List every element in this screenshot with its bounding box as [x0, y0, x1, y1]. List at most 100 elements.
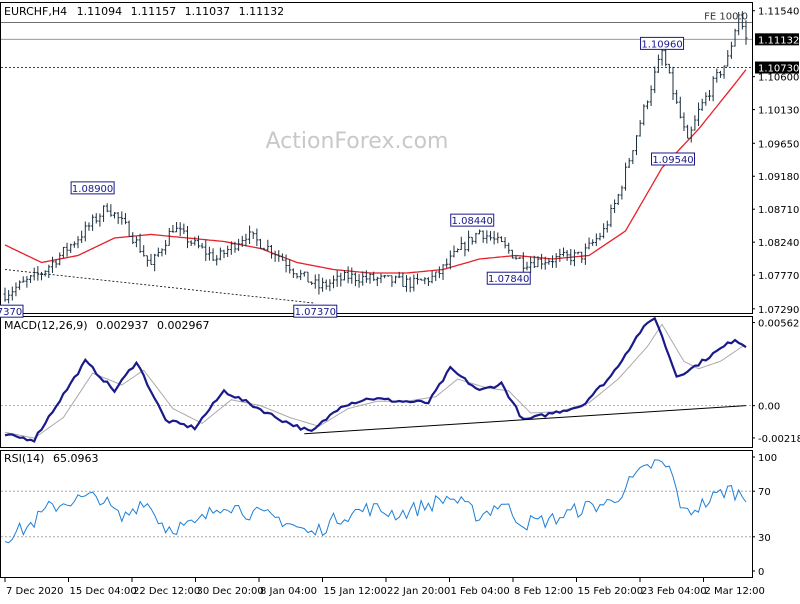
macd-line — [4, 316, 747, 443]
candle — [507, 242, 511, 254]
time-tick-label: 15 Jan 12:00 — [324, 586, 387, 597]
candle — [175, 221, 179, 233]
candle — [675, 89, 679, 104]
candle — [58, 252, 62, 266]
svg-text:1.08440: 1.08440 — [452, 216, 493, 227]
candle — [361, 271, 365, 286]
candle — [649, 85, 653, 106]
candle — [682, 112, 686, 131]
candle — [554, 253, 558, 268]
candle — [138, 233, 142, 254]
candle — [631, 150, 635, 165]
candle — [7, 290, 11, 304]
candle — [3, 287, 7, 302]
candle — [10, 286, 14, 301]
candle — [65, 242, 69, 257]
candle — [266, 239, 270, 252]
candle — [397, 271, 401, 279]
candle — [233, 241, 237, 253]
svg-text:1.11132: 1.11132 — [758, 35, 799, 46]
candle — [445, 258, 449, 268]
candle — [207, 246, 211, 261]
fib-label: FE 100.0 — [704, 12, 748, 23]
candle — [430, 270, 434, 284]
candle — [127, 220, 131, 237]
time-tick-label: 15 Feb 20:00 — [578, 586, 644, 597]
candle — [324, 279, 328, 290]
price-tag: 1.10730 — [755, 61, 799, 75]
svg-text:1.09540: 1.09540 — [652, 155, 693, 166]
candle — [193, 236, 197, 246]
candle — [693, 115, 697, 131]
candle — [113, 212, 117, 219]
rsi-tick-label: 0 — [758, 567, 764, 578]
macd-tick-label: 0.00 — [758, 402, 780, 413]
candle — [244, 233, 248, 247]
candle — [167, 227, 171, 246]
candle — [277, 250, 281, 262]
candle — [72, 241, 76, 248]
candle — [474, 232, 478, 244]
candle — [353, 272, 357, 287]
open-value: 1.11094 — [77, 5, 123, 18]
candle — [678, 96, 682, 119]
candle — [616, 193, 620, 205]
candle — [697, 102, 701, 127]
candle — [29, 275, 33, 283]
rsi-line — [4, 459, 747, 544]
candle — [722, 65, 726, 79]
candle — [558, 248, 562, 262]
candle — [83, 221, 87, 242]
candle — [543, 256, 547, 270]
time-tick-label: 23 Feb 04:00 — [641, 586, 707, 597]
candle — [123, 213, 127, 225]
candle — [248, 225, 252, 244]
macd-panel-title: MACD(12,26,9) 0.002937 0.002967 — [4, 319, 210, 332]
candle — [204, 240, 208, 262]
macd-value-1: 0.002937 — [96, 319, 149, 332]
price-annotation: 1.07840 — [486, 271, 531, 285]
candle — [485, 230, 489, 244]
candle — [707, 89, 711, 101]
time-tick-label: 8 Jan 04:00 — [260, 586, 317, 597]
candle — [536, 256, 540, 268]
candle — [200, 242, 204, 249]
candle — [262, 247, 266, 251]
candle — [499, 236, 503, 243]
time-tick-label: 7 Dec 2020 — [6, 586, 64, 597]
candle — [638, 120, 642, 137]
candle — [47, 264, 51, 278]
macd-trend-line — [304, 405, 747, 435]
candle — [36, 266, 40, 281]
candle — [496, 232, 500, 244]
price-tick-label: 1.07290 — [758, 305, 799, 316]
candle — [598, 232, 602, 241]
price-annotation: 1.07370 — [0, 304, 24, 318]
candle — [737, 11, 741, 36]
candle — [87, 222, 91, 231]
macd-name: MACD(12,26,9) — [4, 319, 88, 332]
candle — [164, 239, 168, 255]
candle — [295, 273, 299, 279]
price-annotation: 1.09540 — [650, 152, 695, 166]
price-tick-label: 1.08710 — [758, 205, 799, 216]
rsi-value: 65.0963 — [53, 452, 99, 465]
candle — [656, 54, 660, 73]
candle — [182, 223, 186, 235]
candle — [704, 92, 708, 106]
candle — [521, 252, 525, 275]
macd-tick-label: 0.005625 — [758, 319, 800, 330]
candle — [346, 266, 350, 284]
candle — [467, 230, 471, 252]
candle — [470, 236, 474, 245]
rsi-tick-label: 30 — [758, 533, 771, 544]
price-annotation: 1.08440 — [450, 213, 495, 227]
candle — [61, 246, 65, 258]
candle — [426, 277, 430, 287]
candle — [332, 275, 336, 289]
candle — [149, 253, 153, 265]
candle — [733, 28, 737, 47]
svg-text:1.07370: 1.07370 — [0, 307, 22, 318]
